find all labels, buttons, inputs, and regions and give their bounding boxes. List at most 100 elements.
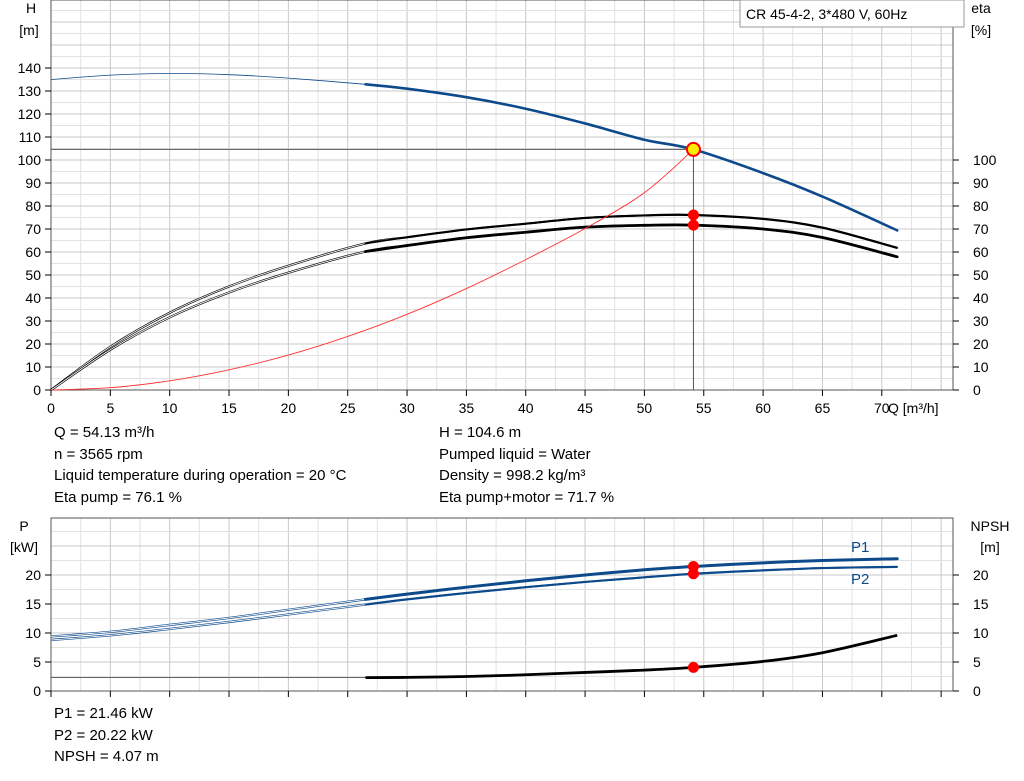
bottom-right-tick-label: 10 [973, 625, 989, 641]
P1-curve [364, 557, 899, 601]
top-right-tick-label: 60 [973, 244, 989, 260]
top-left-tick-label: 60 [25, 244, 41, 260]
info-flow: Q = 54.13 m³/h [54, 424, 155, 441]
top-left-tick-label: 50 [25, 267, 41, 283]
info-p2: P2 = 20.22 kW [54, 726, 153, 744]
bottom-right-tick-label: 0 [973, 683, 981, 699]
bottom-right-axis-title: NPSH [971, 518, 1010, 534]
info-npsh: NPSH = 4.07 m [54, 748, 159, 765]
chart-title: CR 45-4-2, 3*480 V, 60Hz [746, 6, 907, 22]
x-tick-label: 40 [518, 400, 534, 416]
eta_pump-curve [364, 213, 899, 249]
eta_pump_motor-curve-outline [50, 223, 898, 391]
bottom-left-tick-label: 15 [25, 596, 41, 612]
top-left-tick-label: 0 [33, 382, 41, 398]
top-right-tick-label: 100 [973, 152, 997, 168]
x-tick-label: 15 [221, 400, 237, 416]
eta_pump-curve-outline [50, 213, 898, 391]
top-left-tick-label: 20 [25, 336, 41, 352]
info-top-left: Q = 54.13 m³/h n = 3565 rpm Liquid tempe… [54, 422, 346, 508]
x-tick-label: 50 [637, 400, 653, 416]
top-left-axis-title: H [26, 0, 36, 16]
p1-curve-label: P1 [851, 539, 869, 556]
top-right-tick-label: 50 [973, 267, 989, 283]
info-eta-pump: Eta pump = 76.1 % [54, 488, 182, 506]
top-right-tick-label: 70 [973, 221, 989, 237]
top-left-tick-label: 10 [25, 359, 41, 375]
bottom-left-axis-unit: [kW] [10, 539, 38, 555]
p2_point-marker [687, 568, 699, 580]
top-left-tick-label: 110 [19, 129, 42, 145]
top-right-tick-label: 90 [973, 175, 989, 191]
eta_pump-curve-inner [50, 214, 898, 391]
bottom-left-axis-title: P [19, 518, 28, 534]
top-right-tick-label: 30 [973, 313, 989, 329]
top-right-tick-label: 10 [973, 359, 989, 375]
bottom-right-tick-label: 20 [973, 567, 989, 583]
info-pumped-liquid: Pumped liquid = Water [439, 445, 591, 463]
head-curve [364, 83, 899, 232]
eta_total_point-marker [687, 219, 699, 231]
top-left-tick-label: 130 [18, 83, 42, 99]
x-tick-label: 45 [577, 400, 593, 416]
top-plot-frame [50, 0, 954, 391]
top-left-tick-label: 120 [18, 106, 42, 122]
info-density: Density = 998.2 kg/m³ [439, 467, 586, 484]
info-liquid-temp: Liquid temperature during operation = 20… [54, 467, 347, 484]
top-left-tick-label: 90 [25, 175, 41, 191]
npsh-curve [365, 633, 898, 680]
top-right-tick-label: 20 [973, 336, 989, 352]
top-left-tick-label: 80 [25, 198, 41, 214]
x-tick-label: 10 [162, 400, 178, 416]
top-chart-grid [50, 0, 954, 391]
info-eta-total: Eta pump+motor = 71.7 % [439, 488, 615, 506]
npsh_point-marker [687, 661, 699, 673]
top-chart-ticks: 0102030405060708090100110120130140010203… [18, 60, 997, 416]
x-tick-label: 30 [399, 400, 415, 416]
p2-curve-label: P2 [851, 571, 869, 588]
top-left-tick-label: 30 [25, 313, 41, 329]
top-left-tick-label: 100 [18, 152, 42, 168]
bottom-right-axis-unit: [m] [980, 539, 999, 555]
bottom-left-tick-label: 10 [25, 625, 41, 641]
top-right-tick-label: 40 [973, 290, 989, 306]
x-tick-label: 70 [874, 400, 890, 416]
x-axis-label: Q [m³/h] [888, 400, 939, 416]
bottom-chart-grid [50, 517, 954, 692]
x-tick-label: 0 [47, 400, 55, 416]
P2-curve [364, 565, 899, 606]
info-head: H = 104.6 m [439, 424, 522, 441]
top-left-tick-label: 40 [25, 290, 41, 306]
info-p1: P1 = 21.46 kW [54, 705, 153, 722]
bottom-right-tick-label: 5 [973, 654, 981, 670]
top-right-tick-label: 80 [973, 198, 989, 214]
eta_pump_motor-curve [364, 223, 899, 259]
eta_pump_point-marker [687, 209, 699, 221]
head-curve-thin [50, 73, 898, 231]
info-bottom: P1 = 21.46 kW P2 = 20.22 kW NPSH = 4.07 … [54, 703, 159, 768]
x-tick-label: 65 [815, 400, 831, 416]
system-curve [50, 149, 694, 391]
x-tick-label: 5 [106, 400, 114, 416]
eta_pump_motor-curve-inner [50, 224, 898, 391]
top-left-axis-unit: [m] [19, 22, 38, 38]
bottom-right-tick-label: 15 [973, 596, 989, 612]
bottom-chart-series [50, 557, 899, 680]
P2-curve-outline [50, 565, 898, 642]
duty_point-marker [685, 141, 701, 157]
bottom-left-tick-label: 0 [33, 683, 41, 699]
x-tick-label: 60 [755, 400, 771, 416]
top-right-axis-unit: [%] [971, 22, 991, 38]
x-tick-label: 35 [459, 400, 475, 416]
top-left-tick-label: 140 [18, 60, 42, 76]
bottom-left-tick-label: 20 [25, 567, 41, 583]
info-top-right: H = 104.6 m Pumped liquid = Water Densit… [439, 422, 614, 508]
info-speed: n = 3565 rpm [54, 445, 143, 463]
top-left-tick-label: 70 [25, 221, 41, 237]
top-right-axis-title: eta [971, 0, 991, 16]
bottom-left-tick-label: 5 [33, 654, 41, 670]
title-box [739, 0, 965, 28]
top-right-tick-label: 0 [973, 382, 981, 398]
x-tick-label: 25 [340, 400, 356, 416]
